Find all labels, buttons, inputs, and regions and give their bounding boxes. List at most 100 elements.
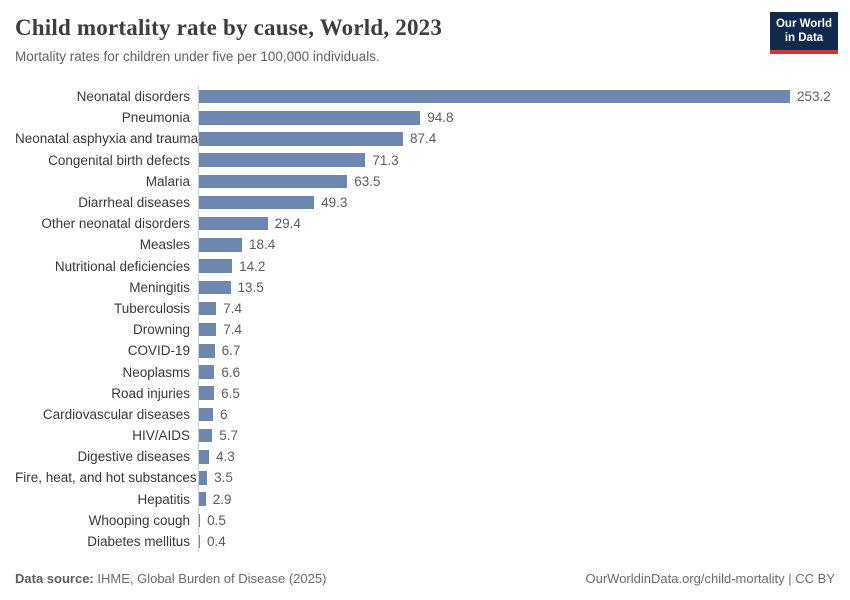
bar-value-label: 6.7 (221, 343, 241, 359)
bar[interactable] (199, 365, 215, 379)
bar-track: 18.4 (198, 234, 840, 256)
bar-value-label: 49.3 (321, 195, 348, 211)
bar-row: Nutritional deficiencies 14.2 (15, 255, 840, 277)
category-label: Malaria (145, 173, 190, 189)
bar-row: COVID-19 6.7 (15, 340, 840, 362)
bar-row: Cardiovascular diseases 6 (15, 403, 840, 425)
data-source: Data source: IHME, Global Burden of Dise… (15, 571, 326, 586)
category-label: Congenital birth defects (48, 152, 190, 168)
bar[interactable] (199, 428, 213, 443)
bar-track: 94.8 (198, 107, 840, 129)
bar-value-label: 63.5 (354, 173, 381, 189)
bar-value-label: 6.6 (221, 364, 241, 380)
bar-track: 253.2 (198, 86, 840, 108)
bar-row: Neonatal disorders 253.2 (15, 86, 840, 108)
bar-chart: Neonatal disorders 253.2 Pneumonia 94.8 Neon… (15, 86, 840, 553)
footer-link[interactable]: OurWorldinData.org/child-mortality | CC … (585, 571, 836, 586)
bar-value-label: 3.5 (214, 470, 233, 486)
bar-value-label: 0.4 (207, 534, 226, 550)
bar-row: Meningitis 13.5 (15, 276, 840, 298)
chart-title: Child mortality rate by cause, World, 20… (15, 15, 443, 40)
bar-value-label: 71.3 (372, 152, 399, 168)
bar[interactable] (199, 386, 215, 400)
category-label: Meningitis (129, 279, 190, 295)
bar-track: 4.3 (198, 446, 840, 468)
bar-track: 71.3 (198, 149, 840, 171)
bar[interactable] (199, 89, 790, 104)
bar[interactable] (199, 407, 213, 422)
bar-value-label: 6.5 (221, 385, 240, 401)
category-label: Neonatal asphyxia and trauma (15, 131, 199, 147)
category-label: Cardiovascular diseases (42, 406, 190, 422)
bar[interactable] (199, 238, 242, 252)
bar-row: Congenital birth defects 71.3 (15, 149, 840, 171)
bar-track: 29.4 (198, 213, 840, 235)
bar-row: Neonatal asphyxia and trauma 87.4 (15, 128, 840, 150)
bar[interactable] (199, 174, 348, 189)
bar-row: Drowning 7.4 (15, 319, 840, 341)
bar-row: HIV/AIDS 5.7 (15, 425, 840, 447)
category-label: Digestive diseases (77, 449, 190, 465)
bar-track: 63.5 (198, 170, 840, 192)
bar-row: Fire, heat, and hot substances 3.5 (15, 467, 840, 489)
bar-value-label: 7.4 (223, 300, 243, 316)
bar-row: Pneumonia 94.8 (15, 107, 840, 129)
category-label: Nutritional deficiencies (54, 258, 190, 274)
bar-value-label: 0.5 (207, 512, 226, 528)
owid-logo[interactable]: Our World in Data (770, 12, 838, 54)
bar[interactable] (199, 259, 233, 273)
bar[interactable] (199, 195, 315, 210)
bar[interactable] (199, 471, 208, 485)
bar-value-label: 94.8 (427, 110, 454, 126)
data-source-value: IHME, Global Burden of Disease (2025) (93, 571, 327, 586)
bar[interactable] (199, 280, 231, 295)
bar[interactable] (199, 301, 217, 316)
bar-track: 49.3 (198, 191, 840, 214)
bar[interactable] (199, 534, 200, 549)
category-label: Measles (139, 237, 190, 253)
bar-track: 0.4 (198, 530, 840, 553)
chart-header: Child mortality rate by cause, World, 20… (15, 14, 835, 64)
bar-value-label: 6 (220, 406, 228, 422)
bar[interactable] (199, 132, 403, 146)
chart-subtitle: Mortality rates for children under five … (15, 48, 380, 64)
bar[interactable] (199, 344, 215, 358)
chart-footer: Data source: IHME, Global Burden of Dise… (15, 571, 835, 586)
bar-row: Diarrheal diseases 49.3 (15, 191, 840, 214)
bar-track: 6.6 (198, 361, 840, 383)
category-label: Hepatitis (137, 491, 190, 507)
bar-track: 6.5 (198, 382, 840, 404)
bar[interactable] (199, 111, 421, 125)
bar[interactable] (199, 492, 206, 506)
bar-track: 87.4 (198, 128, 840, 150)
bar-row: Measles 18.4 (15, 234, 840, 256)
bar-value-label: 2.9 (212, 491, 232, 507)
bar-track: 3.5 (198, 467, 840, 489)
bar[interactable] (199, 153, 366, 167)
category-label: Fire, heat, and hot substances (15, 470, 197, 486)
category-label: Diarrheal diseases (78, 195, 190, 211)
bar[interactable] (199, 322, 217, 337)
category-label: Tuberculosis (113, 300, 190, 316)
bar-value-label: 253.2 (796, 89, 831, 105)
bar[interactable] (199, 450, 210, 464)
category-label: COVID-19 (127, 343, 190, 359)
bar-value-label: 5.7 (219, 428, 239, 444)
bar-track: 13.5 (198, 276, 840, 298)
bar-value-label: 18.4 (248, 237, 276, 253)
bar-row: Neoplasms 6.6 (15, 361, 840, 383)
bar-value-label: 29.4 (274, 216, 301, 232)
bar-track: 6 (198, 403, 840, 425)
bar[interactable] (199, 513, 201, 528)
category-label: Road injuries (111, 385, 190, 401)
bar-value-label: 14.2 (239, 258, 266, 274)
bar-row: Hepatitis 2.9 (15, 488, 840, 510)
bar[interactable] (199, 216, 268, 231)
bar-track: 14.2 (198, 255, 840, 277)
bar-track: 0.5 (198, 509, 840, 531)
bar-track: 5.7 (198, 425, 840, 447)
owid-logo-line1: Our World (775, 18, 832, 30)
bar-track: 7.4 (198, 319, 840, 341)
bar-row: Digestive diseases 4.3 (15, 446, 840, 468)
